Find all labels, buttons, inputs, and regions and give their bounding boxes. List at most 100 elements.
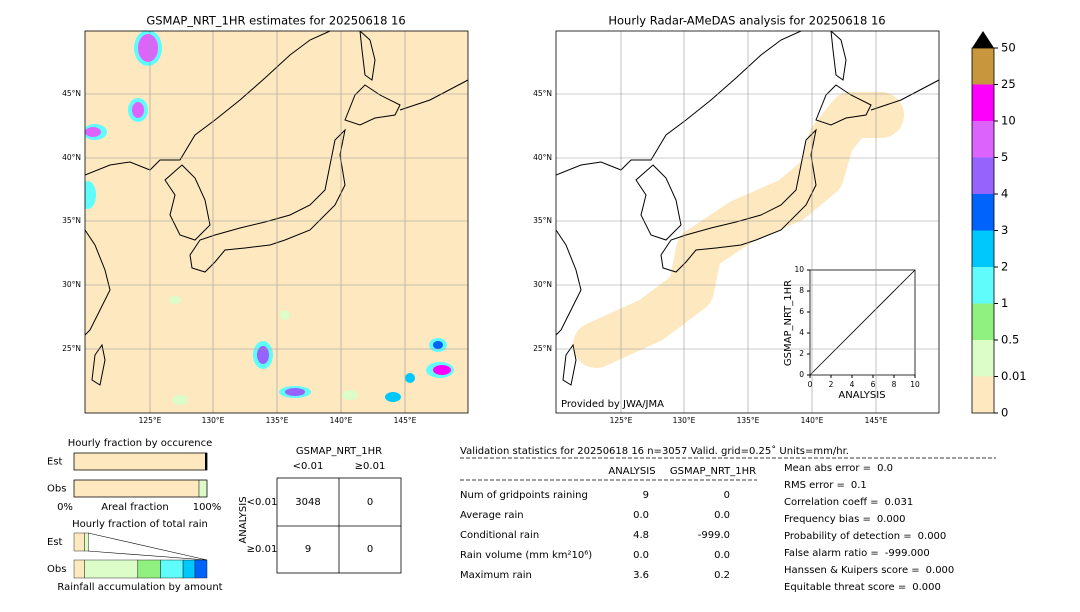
y-tick-label: 6	[799, 307, 804, 316]
colorbar-label: 1	[1001, 296, 1008, 310]
colorbar-extend	[972, 31, 994, 48]
score: Probability of detection = 0.000	[784, 531, 946, 542]
score-value: 0.000	[912, 582, 941, 593]
credit: Provided by JWA/JMA	[561, 399, 664, 410]
col-label: <0.01	[293, 461, 324, 472]
row-label: Maximum rain	[460, 570, 532, 581]
row-value: 0.0	[714, 550, 730, 561]
col-header: GSMAP_NRT_1HR	[670, 466, 756, 477]
row-label: Est	[47, 537, 63, 548]
lat-label: 35°N	[533, 216, 552, 225]
colorbar-label: 25	[1001, 77, 1016, 91]
map-frame	[555, 30, 940, 414]
score: Hanssen & Kuipers score = 0.000	[784, 565, 954, 576]
lat-label: 25°N	[62, 344, 81, 353]
colorbar-label: 0	[1001, 406, 1008, 420]
lat-label: 40°N	[533, 153, 552, 162]
lon-label: 125°E	[610, 416, 633, 425]
colorbar-segment	[972, 303, 994, 340]
score-value: 0.000	[926, 565, 955, 576]
score-label: Mean abs error =	[784, 463, 871, 474]
colorbar-segment	[972, 340, 994, 377]
colorbar-label: 50	[1001, 41, 1016, 55]
analysis-area	[573, 92, 904, 368]
lon-label: 145°E	[394, 416, 417, 425]
row-label: <0.01	[247, 497, 278, 508]
col-header: ANALYSIS	[608, 466, 655, 477]
score-value: 0.0	[877, 463, 893, 474]
row-label: Obs	[47, 484, 66, 495]
x-axis-label: Areal fraction	[101, 502, 168, 513]
row-value: 4.8	[633, 530, 649, 541]
map-background	[85, 31, 468, 413]
colorbar-label: 0.01	[1001, 369, 1027, 383]
lon-label: 125°E	[139, 416, 162, 425]
connector	[87, 532, 208, 561]
score-label: Frequency bias =	[784, 514, 871, 525]
row-label: Rain volume (mm km²10⁶)	[460, 550, 592, 561]
score: False alarm ratio = -999.000	[784, 548, 930, 559]
colorbar-segment	[972, 194, 994, 231]
cell: 3048	[295, 497, 320, 508]
score: RMS error = 0.1	[784, 480, 867, 491]
map-frame	[84, 30, 469, 414]
row-value: 0	[724, 490, 730, 501]
colorbar-segment	[972, 48, 994, 85]
colorbar-label: 2	[1001, 260, 1008, 274]
colorbar-label: 3	[1001, 223, 1008, 237]
x-tick-label: 2	[829, 380, 834, 389]
cell: 0	[367, 497, 373, 508]
y-axis-label: GSMAP_NRT_1HR	[783, 280, 794, 366]
row-label: Obs	[47, 564, 66, 575]
colorbar-segment	[972, 230, 994, 267]
panel-title: Hourly fraction of total rain	[72, 519, 208, 530]
colorbar-segment	[972, 157, 994, 194]
colorbar-label: 4	[1001, 187, 1008, 201]
right-map	[556, 31, 939, 386]
lon-label: 135°E	[737, 416, 760, 425]
lat-label: 40°N	[62, 153, 81, 162]
x-tick-label: 0	[808, 380, 813, 389]
row-axis-label: ANALYSIS	[238, 496, 249, 543]
fraction-segment	[137, 559, 161, 579]
lon-label: 145°E	[865, 416, 888, 425]
score: Correlation coeff = 0.031	[784, 497, 913, 508]
y-tick-label: 2	[799, 349, 804, 358]
score: Equitable threat score = 0.000	[784, 582, 941, 593]
row-value: 3.6	[633, 570, 649, 581]
score-label: Correlation coeff =	[784, 497, 879, 508]
fraction-segment	[84, 559, 139, 579]
fraction-segment	[198, 479, 208, 498]
table-title: GSMAP_NRT_1HR	[296, 446, 382, 457]
lat-label: 30°N	[62, 280, 81, 289]
row-label: Average rain	[460, 510, 524, 521]
score-label: Equitable threat score =	[784, 582, 906, 593]
colorbar-segment	[972, 84, 994, 121]
row-value: 0.0	[633, 510, 649, 521]
y-tick-label: 8	[799, 286, 804, 295]
map-title: GSMAP_NRT_1HR estimates for 20250618 16	[146, 14, 405, 28]
row-value: 0.0	[714, 510, 730, 521]
colorbar-label: 10	[1001, 114, 1016, 128]
row-value: 0.0	[633, 550, 649, 561]
fraction-segment	[73, 532, 85, 552]
y-tick-label: 10	[794, 265, 804, 274]
fraction-segment	[160, 559, 184, 579]
score-value: 0.000	[877, 514, 906, 525]
stats-header: Validation statistics for 20250618 16 n=…	[460, 445, 849, 457]
score-label: Probability of detection =	[784, 531, 912, 542]
fraction-segment	[84, 532, 89, 552]
fraction-segment	[182, 559, 196, 579]
x-tick-label: 100%	[193, 502, 222, 513]
colorbar-segment	[972, 121, 994, 158]
lat-label: 25°N	[533, 344, 552, 353]
colorbar: 0 0.01 0.5 1 2 3 4 5 10 25 50	[971, 31, 1027, 420]
x-tick-label: 8	[892, 380, 897, 389]
y-tick-label: 0	[799, 370, 804, 379]
map-title: Hourly Radar-AMeDAS analysis for 2025061…	[608, 14, 885, 28]
score: Mean abs error = 0.0	[784, 463, 893, 474]
row-label: Est	[47, 457, 63, 468]
lon-label: 130°E	[202, 416, 225, 425]
lon-label: 140°E	[801, 416, 824, 425]
score-value: 0.1	[851, 480, 867, 491]
